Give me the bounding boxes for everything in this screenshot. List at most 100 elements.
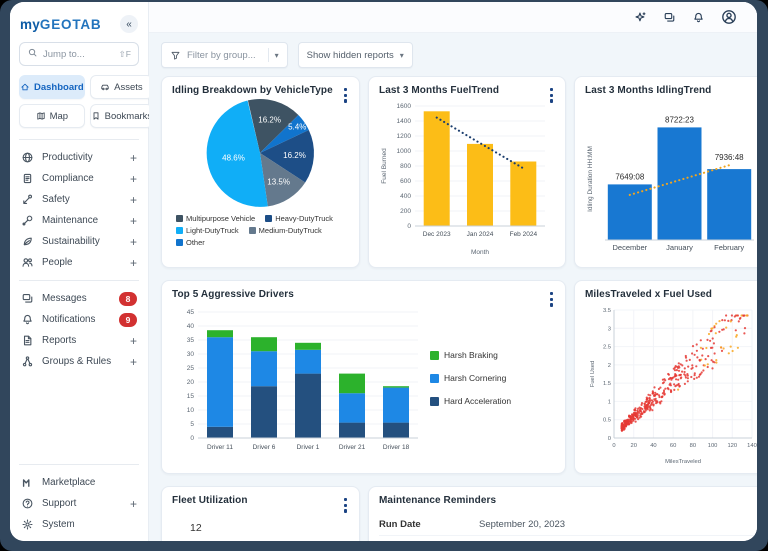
divider xyxy=(19,464,139,465)
card-menu-kebab[interactable] xyxy=(754,85,757,106)
seatbelt-icon xyxy=(21,193,34,206)
filter-by-group-dropdown[interactable]: Filter by group... ▾ xyxy=(161,42,288,68)
sidebar-item-marketplace[interactable]: Marketplace xyxy=(19,472,139,493)
show-hidden-reports-label: Show hidden reports xyxy=(306,49,394,61)
svg-text:Driver 21: Driver 21 xyxy=(339,444,366,451)
sparkle-icon[interactable] xyxy=(634,11,647,24)
sidebar-menu-secondary: Messages 8 Notifications 9 Reports + Groups & … xyxy=(19,288,139,372)
legend-swatch xyxy=(265,215,273,222)
sidebar-item-notifications[interactable]: Notifications 9 xyxy=(19,309,139,330)
svg-text:0: 0 xyxy=(190,435,194,442)
svg-text:0: 0 xyxy=(407,223,411,230)
sidebar-item-sustainability[interactable]: Sustainability + xyxy=(19,231,139,252)
svg-text:2.5: 2.5 xyxy=(602,345,610,351)
svg-text:February: February xyxy=(714,243,744,252)
home-icon xyxy=(20,82,30,92)
chat-icon[interactable] xyxy=(663,11,676,24)
svg-text:13.5%: 13.5% xyxy=(267,178,290,187)
bell-icon[interactable] xyxy=(692,11,705,24)
sidebar-item-people[interactable]: People + xyxy=(19,252,139,273)
people-icon xyxy=(21,256,34,269)
svg-text:1200: 1200 xyxy=(397,133,412,140)
filter-placeholder: Filter by group... xyxy=(187,49,256,61)
svg-text:120: 120 xyxy=(727,443,737,449)
svg-text:Feb 2024: Feb 2024 xyxy=(510,231,538,238)
svg-text:25: 25 xyxy=(187,365,195,372)
expand-plus-icon[interactable]: + xyxy=(129,496,137,511)
svg-text:Driver 18: Driver 18 xyxy=(383,444,410,451)
svg-text:800: 800 xyxy=(400,163,411,170)
clipboard-icon xyxy=(21,172,34,185)
svg-text:30: 30 xyxy=(187,351,195,358)
legend-item: Other xyxy=(176,238,205,247)
card-menu-kebab[interactable] xyxy=(547,85,556,106)
svg-text:15: 15 xyxy=(187,393,195,400)
nav-map[interactable]: Map xyxy=(19,104,85,128)
report-icon xyxy=(21,334,34,347)
expand-plus-icon[interactable]: + xyxy=(129,213,137,228)
expand-plus-icon[interactable]: + xyxy=(129,192,137,207)
expand-plus-icon[interactable]: + xyxy=(129,171,137,186)
expand-plus-icon[interactable]: + xyxy=(129,333,137,348)
sidebar-item-productivity[interactable]: Productivity + xyxy=(19,147,139,168)
svg-text:7649:08: 7649:08 xyxy=(615,172,644,181)
nav-dashboard[interactable]: Dashboard xyxy=(19,75,85,99)
show-hidden-reports-dropdown[interactable]: Show hidden reports ▾ xyxy=(297,42,413,68)
sidebar-item-reports[interactable]: Reports + xyxy=(19,330,139,351)
expand-plus-icon[interactable]: + xyxy=(129,150,137,165)
sidebar-item-compliance[interactable]: Compliance + xyxy=(19,168,139,189)
row-label: Run Date xyxy=(379,519,421,530)
sidebar-item-support[interactable]: Support + xyxy=(19,493,139,514)
sidebar-item-messages[interactable]: Messages 8 xyxy=(19,288,139,309)
card-menu-kebab[interactable] xyxy=(547,289,556,310)
svg-text:16.2%: 16.2% xyxy=(283,151,306,160)
legend-item: Light-DutyTruck xyxy=(176,226,239,235)
sidebar-item-groups-rules[interactable]: Groups & Rules + xyxy=(19,351,139,372)
wrench-icon xyxy=(21,214,34,227)
divider xyxy=(19,280,139,281)
expand-plus-icon[interactable]: + xyxy=(129,255,137,270)
legend-swatch xyxy=(430,350,439,360)
expand-plus-icon[interactable]: + xyxy=(129,354,137,369)
help-icon xyxy=(21,497,34,510)
legend-item: Hard Acceleration xyxy=(430,396,511,406)
sidebar-menu-bottom: Marketplace Support + System xyxy=(19,472,139,535)
nav-bookmarks[interactable]: Bookmarks xyxy=(89,104,154,128)
svg-text:Dec 2023: Dec 2023 xyxy=(423,231,451,238)
legend-swatch xyxy=(430,396,439,406)
row-value: September 20, 2023 xyxy=(479,519,566,530)
fuel-trend-bar-chart: 0 200 400 600 800 1000 1200 1400 1600 Dec 2023 Jan… xyxy=(379,96,555,256)
card-title: Idling Breakdown by VehicleType xyxy=(172,85,333,96)
sidebar-collapse-button[interactable]: « xyxy=(120,15,138,33)
gear-icon xyxy=(21,518,34,531)
card-menu-kebab[interactable] xyxy=(754,495,757,516)
svg-text:0.5: 0.5 xyxy=(602,418,610,424)
card-menu-kebab[interactable] xyxy=(341,85,350,106)
card-title: Top 5 Aggressive Drivers xyxy=(172,289,294,300)
card-menu-kebab[interactable] xyxy=(341,495,350,516)
sidebar-item-safety[interactable]: Safety + xyxy=(19,189,139,210)
vehicle-icon xyxy=(100,82,110,92)
nav-assets[interactable]: Assets xyxy=(89,75,154,99)
pie-chart: 16.2% 5.4% 16.2% 13.5% 48.6% xyxy=(172,96,349,210)
bookmark-icon xyxy=(91,111,101,121)
idling-trend-bar-chart: 7649:08 8722:23 7936:48 December January Febr… xyxy=(585,96,757,256)
expand-plus-icon[interactable]: + xyxy=(129,234,137,249)
svg-text:1400: 1400 xyxy=(397,118,412,125)
svg-text:1000: 1000 xyxy=(397,148,412,155)
maintenance-rows: Run Date September 20, 2023 Due Days5 xyxy=(379,513,757,541)
sidebar-item-system[interactable]: System xyxy=(19,514,139,535)
sidebar-item-maintenance[interactable]: Maintenance + xyxy=(19,210,139,231)
maintenance-row: Run Date September 20, 2023 xyxy=(379,513,757,535)
legend-item: Heavy-DutyTruck xyxy=(265,214,333,223)
jump-to-search-input[interactable]: Jump to... ⇧F xyxy=(19,42,139,66)
svg-text:1: 1 xyxy=(607,399,610,405)
svg-text:20: 20 xyxy=(630,443,636,449)
account-icon[interactable] xyxy=(721,9,737,25)
card-menu-kebab[interactable] xyxy=(754,289,757,310)
svg-text:600: 600 xyxy=(400,178,411,185)
top-bar xyxy=(149,2,757,33)
svg-text:3: 3 xyxy=(607,326,610,332)
legend-item: Harsh Cornering xyxy=(430,373,511,383)
notification-badge: 9 xyxy=(119,312,137,327)
